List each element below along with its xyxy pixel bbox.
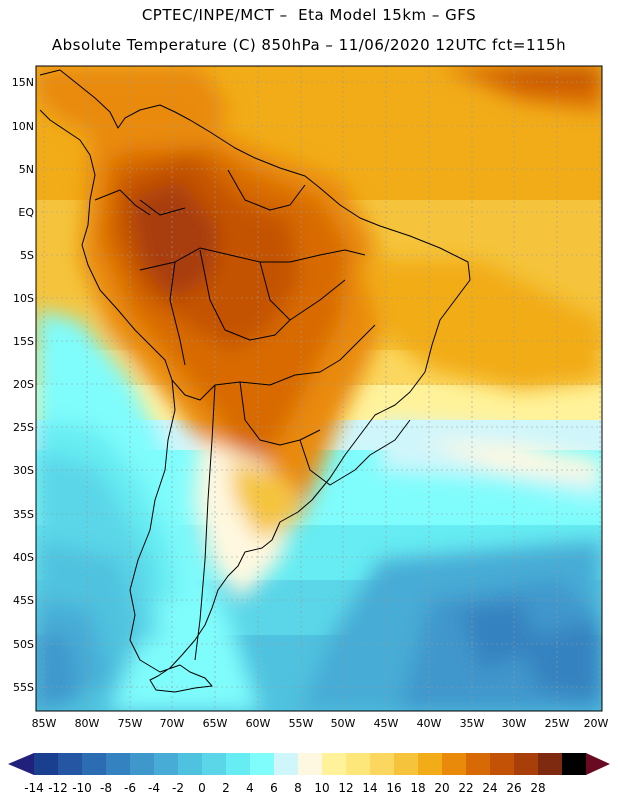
colorbar-label: -12 [48, 781, 68, 795]
colorbar-label: 4 [246, 781, 254, 795]
colorbar-swatch [34, 753, 58, 775]
colorbar-label: 18 [410, 781, 426, 795]
lat-label-10s: 10S [13, 292, 34, 305]
colorbar-label: -10 [72, 781, 92, 795]
temperature-map [35, 65, 603, 712]
colorbar-swatch [418, 753, 442, 775]
colorbar-label: 14 [362, 781, 378, 795]
chart-title-line-2: Absolute Temperature (C) 850hPa – 11/06/… [51, 36, 567, 54]
colorbar-swatch [490, 753, 514, 775]
colorbar-swatch [346, 753, 370, 775]
lon-label-75w: 75W [117, 717, 143, 730]
colorbar-swatch [274, 753, 298, 775]
lon-label-25w: 25W [544, 717, 570, 730]
lon-label-35w: 35W [459, 717, 485, 730]
lat-label-15s: 15S [13, 335, 34, 348]
lon-label-65w: 65W [202, 717, 228, 730]
lat-label-5s: 5S [20, 249, 34, 262]
colorbar-label: -8 [100, 781, 112, 795]
lat-label-25s: 25S [13, 421, 34, 434]
lon-label-20w: 20W [583, 717, 609, 730]
colorbar-high-arrow [586, 753, 610, 775]
lon-label-45w: 45W [373, 717, 399, 730]
coastlines [39, 69, 471, 693]
lat-label-30s: 30S [13, 464, 34, 477]
lat-label-45s: 45S [13, 594, 34, 607]
lat-label-35s: 35S [13, 508, 34, 521]
lon-label-85w: 85W [31, 717, 57, 730]
color-scale-bar [8, 753, 610, 775]
colorbar-label: 2 [222, 781, 230, 795]
colorbar-label: 28 [530, 781, 546, 795]
colorbar-swatch [154, 753, 178, 775]
colorbar-swatch [538, 753, 562, 775]
colorbar-swatch [370, 753, 394, 775]
colorbar-swatch [130, 753, 154, 775]
colorbar-label: -14 [24, 781, 44, 795]
colorbar-label: 22 [458, 781, 474, 795]
colorbar-swatch [58, 753, 82, 775]
lon-label-70w: 70W [159, 717, 185, 730]
colorbar-label: 24 [482, 781, 498, 795]
colorbar-label: 12 [338, 781, 354, 795]
map-frame [35, 65, 603, 712]
colorbar-label: 16 [386, 781, 402, 795]
colorbar-swatch [202, 753, 226, 775]
lon-label-30w: 30W [501, 717, 527, 730]
colorbar-swatch [82, 753, 106, 775]
colorbar-label: 10 [314, 781, 330, 795]
temperature-field [36, 66, 602, 711]
lat-label-15n: 15N [11, 76, 34, 89]
colorbar-swatch [466, 753, 490, 775]
lon-label-40w: 40W [416, 717, 442, 730]
grid-lines [36, 66, 602, 711]
colorbar-label: 26 [506, 781, 522, 795]
lat-label-40s: 40S [13, 551, 34, 564]
colorbar-swatch [226, 753, 250, 775]
lon-label-80w: 80W [74, 717, 100, 730]
lon-label-60w: 60W [245, 717, 271, 730]
chart-title-line-1: CPTEC/INPE/MCT – Eta Model 15km – GFS [141, 6, 477, 24]
colorbar-label: 0 [198, 781, 206, 795]
lat-label-eq: EQ [18, 206, 34, 219]
colorbar-swatch [178, 753, 202, 775]
colorbar-swatch [106, 753, 130, 775]
colorbar-swatch [298, 753, 322, 775]
colorbar-label: 6 [270, 781, 278, 795]
colorbar-swatch [250, 753, 274, 775]
colorbar-label: -6 [124, 781, 136, 795]
colorbar-swatch [514, 753, 538, 775]
lon-label-55w: 55W [288, 717, 314, 730]
colorbar-label: 20 [434, 781, 450, 795]
colorbar-swatch [562, 753, 586, 775]
lat-label-5n: 5N [18, 163, 34, 176]
lon-label-50w: 50W [330, 717, 356, 730]
lat-label-55s: 55S [13, 681, 34, 694]
lat-label-20s: 20S [13, 378, 34, 391]
colorbar-low-arrow [8, 753, 34, 775]
colorbar-label: 8 [294, 781, 302, 795]
colorbar-swatch [322, 753, 346, 775]
lat-label-10n: 10N [11, 120, 34, 133]
colorbar-label: -2 [172, 781, 184, 795]
colorbar-swatch [442, 753, 466, 775]
colorbar-label: -4 [148, 781, 160, 795]
colorbar-swatch [394, 753, 418, 775]
lat-label-50s: 50S [13, 638, 34, 651]
